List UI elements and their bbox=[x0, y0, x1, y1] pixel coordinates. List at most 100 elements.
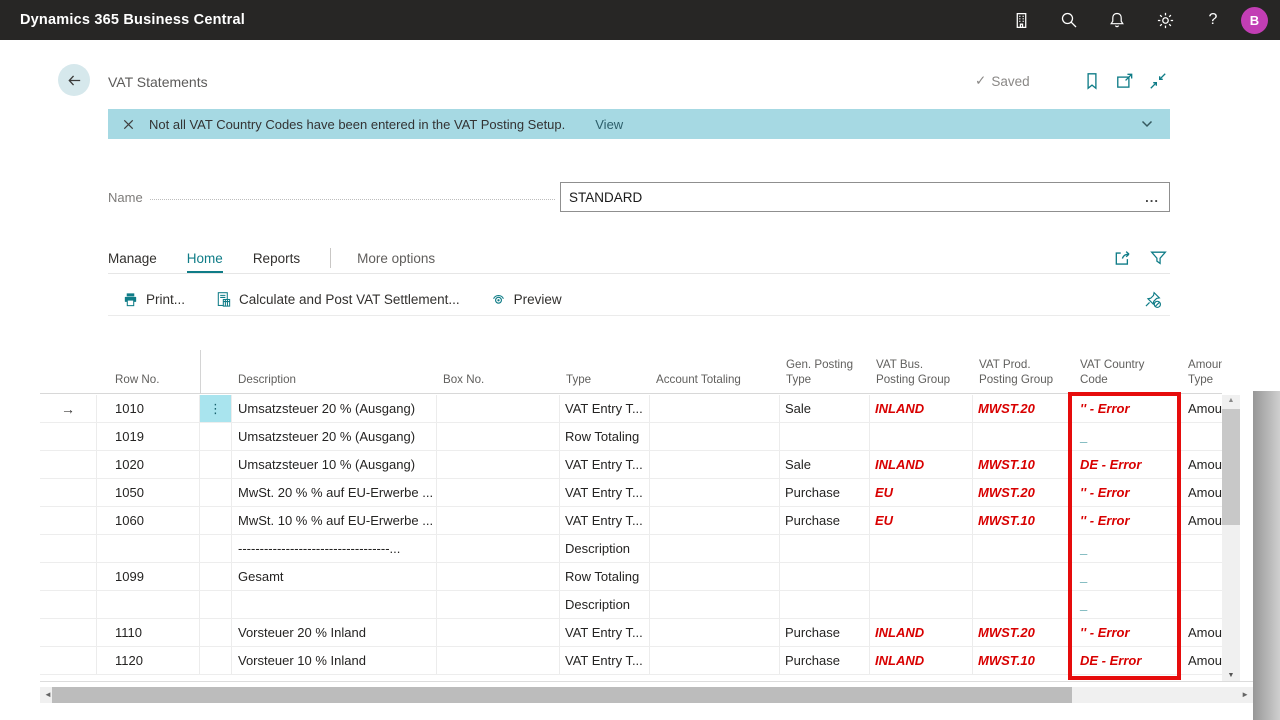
cell-vat-bus-posting-group[interactable] bbox=[870, 591, 973, 618]
col-header-row-no[interactable]: Row No. bbox=[115, 372, 160, 386]
cell-vat-prod-posting-group[interactable]: MWST.10 bbox=[973, 647, 1071, 674]
row-menu-cell[interactable]: ⋮ bbox=[200, 619, 232, 646]
cell-account-totaling[interactable] bbox=[650, 535, 780, 562]
cell-vat-country-code[interactable]: '' - Error bbox=[1071, 395, 1180, 422]
tab-home[interactable]: Home bbox=[186, 243, 223, 273]
cell-account-totaling[interactable] bbox=[650, 507, 780, 534]
cell-description[interactable]: Vorsteuer 10 % Inland bbox=[232, 647, 437, 674]
cell-vat-country-code[interactable]: DE - Error bbox=[1071, 451, 1180, 478]
cell-type[interactable]: VAT Entry T... bbox=[560, 619, 650, 646]
cell-account-totaling[interactable] bbox=[650, 395, 780, 422]
cell-row-no[interactable]: 1020 bbox=[97, 451, 200, 478]
cell-account-totaling[interactable] bbox=[650, 423, 780, 450]
cell-row-no[interactable]: 1010 bbox=[97, 395, 200, 422]
scroll-left-icon[interactable]: ◄ bbox=[44, 690, 52, 699]
cell-vat-country-code[interactable]: '' - Error bbox=[1071, 479, 1180, 506]
cell-vat-bus-posting-group[interactable]: INLAND bbox=[870, 647, 973, 674]
notifications-icon[interactable] bbox=[1093, 0, 1141, 40]
open-in-new-window-icon[interactable] bbox=[1115, 71, 1135, 91]
cell-box-no[interactable] bbox=[437, 507, 560, 534]
tab-manage[interactable]: Manage bbox=[108, 250, 157, 266]
row-menu-cell[interactable]: ⋮ bbox=[200, 479, 232, 506]
cell-row-no[interactable]: 1050 bbox=[97, 479, 200, 506]
horizontal-scrollbar[interactable]: ◄ ► bbox=[40, 687, 1253, 703]
banner-close-icon[interactable] bbox=[121, 117, 136, 132]
cell-account-totaling[interactable] bbox=[650, 451, 780, 478]
cell-vat-prod-posting-group[interactable]: MWST.20 bbox=[973, 619, 1071, 646]
print-action[interactable]: Print... bbox=[122, 291, 185, 308]
cell-description[interactable]: MwSt. 10 % % auf EU-Erwerbe ... bbox=[232, 507, 437, 534]
cell-box-no[interactable] bbox=[437, 591, 560, 618]
help-icon[interactable]: ? bbox=[1208, 11, 1218, 28]
cell-row-no[interactable] bbox=[97, 591, 200, 618]
cell-vat-prod-posting-group[interactable]: MWST.20 bbox=[973, 479, 1071, 506]
col-header-vat-bus-posting-group[interactable]: VAT Bus. Posting Group bbox=[876, 358, 951, 386]
preview-action[interactable]: Preview bbox=[490, 291, 562, 308]
cell-gen-posting-type[interactable] bbox=[780, 535, 870, 562]
cell-account-totaling[interactable] bbox=[650, 479, 780, 506]
cell-type[interactable]: VAT Entry T... bbox=[560, 479, 650, 506]
col-header-description[interactable]: Description bbox=[238, 372, 296, 386]
cell-row-no[interactable]: 1019 bbox=[97, 423, 200, 450]
cell-amount-type[interactable] bbox=[1180, 535, 1222, 562]
cell-type[interactable]: Description bbox=[560, 591, 650, 618]
banner-view-link[interactable]: View bbox=[595, 116, 624, 132]
row-menu-cell[interactable]: ⋮ bbox=[200, 647, 232, 674]
filter-icon[interactable] bbox=[1149, 248, 1168, 268]
horizontal-scrollbar-thumb[interactable] bbox=[52, 687, 1072, 703]
cell-vat-country-code[interactable]: _ bbox=[1071, 535, 1180, 562]
name-input[interactable] bbox=[561, 183, 1136, 211]
cell-type[interactable]: VAT Entry T... bbox=[560, 395, 650, 422]
cell-box-no[interactable] bbox=[437, 451, 560, 478]
cell-vat-bus-posting-group[interactable]: INLAND bbox=[870, 395, 973, 422]
col-header-vat-country-code[interactable]: VAT Country Code bbox=[1080, 358, 1145, 386]
calculate-post-vat-settlement-action[interactable]: Calculate and Post VAT Settlement... bbox=[215, 291, 460, 308]
cell-amount-type[interactable]: Amount bbox=[1188, 401, 1222, 416]
environments-icon[interactable] bbox=[997, 0, 1045, 40]
cell-gen-posting-type[interactable]: Purchase bbox=[780, 507, 870, 534]
user-avatar[interactable]: B bbox=[1241, 6, 1268, 34]
cell-box-no[interactable] bbox=[437, 423, 560, 450]
row-menu-cell[interactable]: ⋮ bbox=[200, 395, 232, 422]
cell-row-no[interactable]: 1120 bbox=[97, 647, 200, 674]
cell-amount-type[interactable]: Amount bbox=[1188, 485, 1222, 500]
cell-type[interactable]: Description bbox=[560, 535, 650, 562]
cell-vat-bus-posting-group[interactable] bbox=[870, 563, 973, 590]
cell-description[interactable]: -----------------------------------... bbox=[232, 535, 437, 562]
cell-description[interactable]: Umsatzsteuer 20 % (Ausgang) bbox=[232, 423, 437, 450]
cell-row-no[interactable]: 1060 bbox=[97, 507, 200, 534]
search-icon[interactable] bbox=[1045, 0, 1093, 40]
cell-vat-country-code[interactable]: _ bbox=[1071, 591, 1180, 618]
assist-edit-button[interactable]: ... bbox=[1145, 189, 1159, 205]
cell-vat-bus-posting-group[interactable]: INLAND bbox=[870, 451, 973, 478]
cell-vat-bus-posting-group[interactable]: EU bbox=[870, 479, 973, 506]
cell-description[interactable]: MwSt. 20 % % auf EU-Erwerbe ... bbox=[232, 479, 437, 506]
cell-account-totaling[interactable] bbox=[650, 591, 780, 618]
back-button[interactable] bbox=[58, 64, 90, 96]
vertical-scrollbar[interactable]: ▲ ▼ bbox=[1222, 395, 1240, 681]
cell-description[interactable] bbox=[232, 591, 437, 618]
cell-vat-country-code[interactable]: '' - Error bbox=[1071, 619, 1180, 646]
cell-description[interactable]: Vorsteuer 20 % Inland bbox=[232, 619, 437, 646]
cell-gen-posting-type[interactable]: Purchase bbox=[780, 619, 870, 646]
row-menu-cell[interactable]: ⋮ bbox=[200, 451, 232, 478]
col-header-gen-posting-type[interactable]: Gen. Posting Type bbox=[786, 358, 854, 386]
cell-type[interactable]: VAT Entry T... bbox=[560, 507, 650, 534]
cell-type[interactable]: VAT Entry T... bbox=[560, 451, 650, 478]
col-header-box-no[interactable]: Box No. bbox=[443, 372, 485, 386]
unpin-icon[interactable] bbox=[1143, 290, 1162, 309]
cell-amount-type[interactable]: Amount bbox=[1188, 513, 1222, 528]
cell-amount-type[interactable] bbox=[1180, 423, 1222, 450]
row-menu-cell[interactable]: ⋮ bbox=[200, 591, 232, 618]
cell-gen-posting-type[interactable]: Sale bbox=[780, 395, 870, 422]
col-header-amount-type[interactable]: Amount Type bbox=[1188, 358, 1222, 386]
cell-vat-bus-posting-group[interactable] bbox=[870, 535, 973, 562]
cell-vat-bus-posting-group[interactable]: INLAND bbox=[870, 619, 973, 646]
cell-gen-posting-type[interactable] bbox=[780, 423, 870, 450]
cell-vat-bus-posting-group[interactable] bbox=[870, 423, 973, 450]
cell-box-no[interactable] bbox=[437, 563, 560, 590]
col-header-account-totaling[interactable]: Account Totaling bbox=[656, 372, 741, 386]
cell-gen-posting-type[interactable] bbox=[780, 563, 870, 590]
cell-vat-prod-posting-group[interactable] bbox=[973, 591, 1071, 618]
bookmark-icon[interactable] bbox=[1082, 71, 1102, 91]
